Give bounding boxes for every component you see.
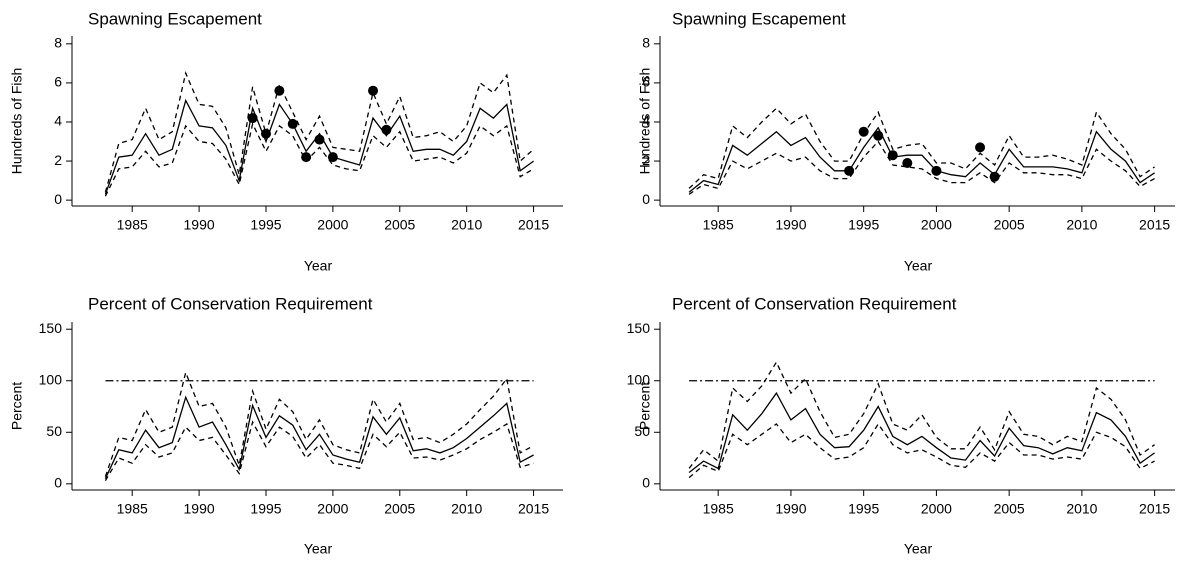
x-tick-label: 2005	[384, 501, 415, 517]
y-axis-label: Hundreds of Fish	[9, 68, 25, 175]
x-tick-label: 2005	[994, 217, 1025, 233]
x-tick-label: 2000	[317, 501, 348, 517]
x-tick-label: 1995	[250, 501, 281, 517]
x-tick-label: 2010	[451, 501, 482, 517]
series-line	[104, 71, 535, 193]
y-tick-label: 0	[54, 475, 62, 491]
x-tick-label: 1990	[775, 217, 806, 233]
x-tick-label: 1990	[184, 217, 215, 233]
x-tick-label: 2015	[518, 501, 549, 517]
y-axis-label: Percent	[637, 382, 653, 430]
y-tick-label: 150	[39, 320, 63, 336]
y-tick-label: 0	[642, 475, 650, 491]
observed-point	[975, 142, 986, 153]
y-axis-label: Percent	[9, 382, 25, 430]
series-line	[688, 107, 1155, 189]
x-tick-label: 2010	[1066, 501, 1097, 517]
x-tick-label: 2015	[1139, 501, 1170, 517]
y-axis-label: Hundreds of Fish	[637, 68, 653, 175]
x-tick-label: 1995	[848, 501, 879, 517]
series-line	[688, 360, 1155, 469]
x-tick-label: 2010	[451, 217, 482, 233]
x-tick-label: 1985	[703, 217, 734, 233]
series-line	[688, 422, 1155, 479]
observed-point	[260, 128, 271, 139]
observed-point	[314, 134, 325, 145]
y-tick-label: 6	[642, 74, 650, 90]
x-tick-label: 2015	[518, 217, 549, 233]
x-tick-label: 1985	[117, 501, 148, 517]
panel-title: Percent of Conservation Requirement	[88, 294, 373, 313]
y-tick-label: 0	[54, 191, 62, 207]
x-tick-label: 1995	[250, 217, 281, 233]
series-line	[104, 420, 534, 482]
y-tick-label: 100	[39, 371, 63, 387]
observed-point	[287, 118, 298, 129]
observed-point	[274, 85, 285, 96]
observed-point	[327, 152, 338, 163]
x-tick-label: 2005	[994, 501, 1025, 517]
observed-point	[858, 126, 869, 137]
x-tick-label: 2000	[921, 217, 952, 233]
y-tick-label: 8	[642, 35, 650, 51]
series-line	[688, 391, 1155, 474]
y-tick-label: 100	[627, 371, 651, 387]
x-tick-label: 1995	[848, 217, 879, 233]
series-line	[104, 121, 534, 197]
panel-title: Percent of Conservation Requirement	[672, 294, 957, 313]
series-line	[688, 140, 1155, 195]
x-tick-label: 1985	[117, 217, 148, 233]
x-tick-label: 2000	[317, 217, 348, 233]
panel-title: Spawning Escapement	[88, 9, 262, 28]
x-tick-label: 2010	[1066, 217, 1097, 233]
x-axis-label: Year	[304, 258, 333, 274]
observed-point	[247, 113, 258, 124]
x-tick-label: 2000	[921, 501, 952, 517]
observed-point	[844, 165, 855, 176]
y-tick-label: 4	[642, 113, 650, 129]
y-tick-label: 2	[642, 152, 650, 168]
x-tick-label: 2015	[1139, 217, 1170, 233]
y-tick-label: 6	[54, 74, 62, 90]
observed-point	[873, 130, 884, 141]
observed-point	[931, 165, 942, 176]
panel-title: Spawning Escapement	[672, 9, 846, 28]
x-tick-label: 1985	[703, 501, 734, 517]
series-line	[104, 98, 534, 195]
y-tick-label: 50	[46, 423, 62, 439]
x-axis-label: Year	[904, 541, 933, 557]
x-tick-label: 2005	[384, 217, 415, 233]
y-tick-label: 8	[54, 35, 62, 51]
observed-point	[368, 85, 379, 96]
x-axis-label: Year	[904, 258, 933, 274]
series-line	[104, 370, 534, 477]
y-tick-label: 2	[54, 152, 62, 168]
observed-point	[902, 158, 913, 169]
x-axis-label: Year	[304, 541, 333, 557]
x-tick-label: 1990	[184, 501, 215, 517]
x-tick-label: 1990	[775, 501, 806, 517]
observed-point	[989, 171, 1000, 182]
observed-point	[381, 124, 392, 135]
series-line	[104, 395, 534, 479]
y-tick-label: 0	[642, 191, 650, 207]
y-tick-label: 50	[634, 423, 650, 439]
observed-point	[301, 152, 312, 163]
y-tick-label: 4	[54, 113, 62, 129]
y-tick-label: 150	[627, 320, 651, 336]
series-line	[688, 126, 1155, 193]
observed-point	[887, 150, 898, 161]
